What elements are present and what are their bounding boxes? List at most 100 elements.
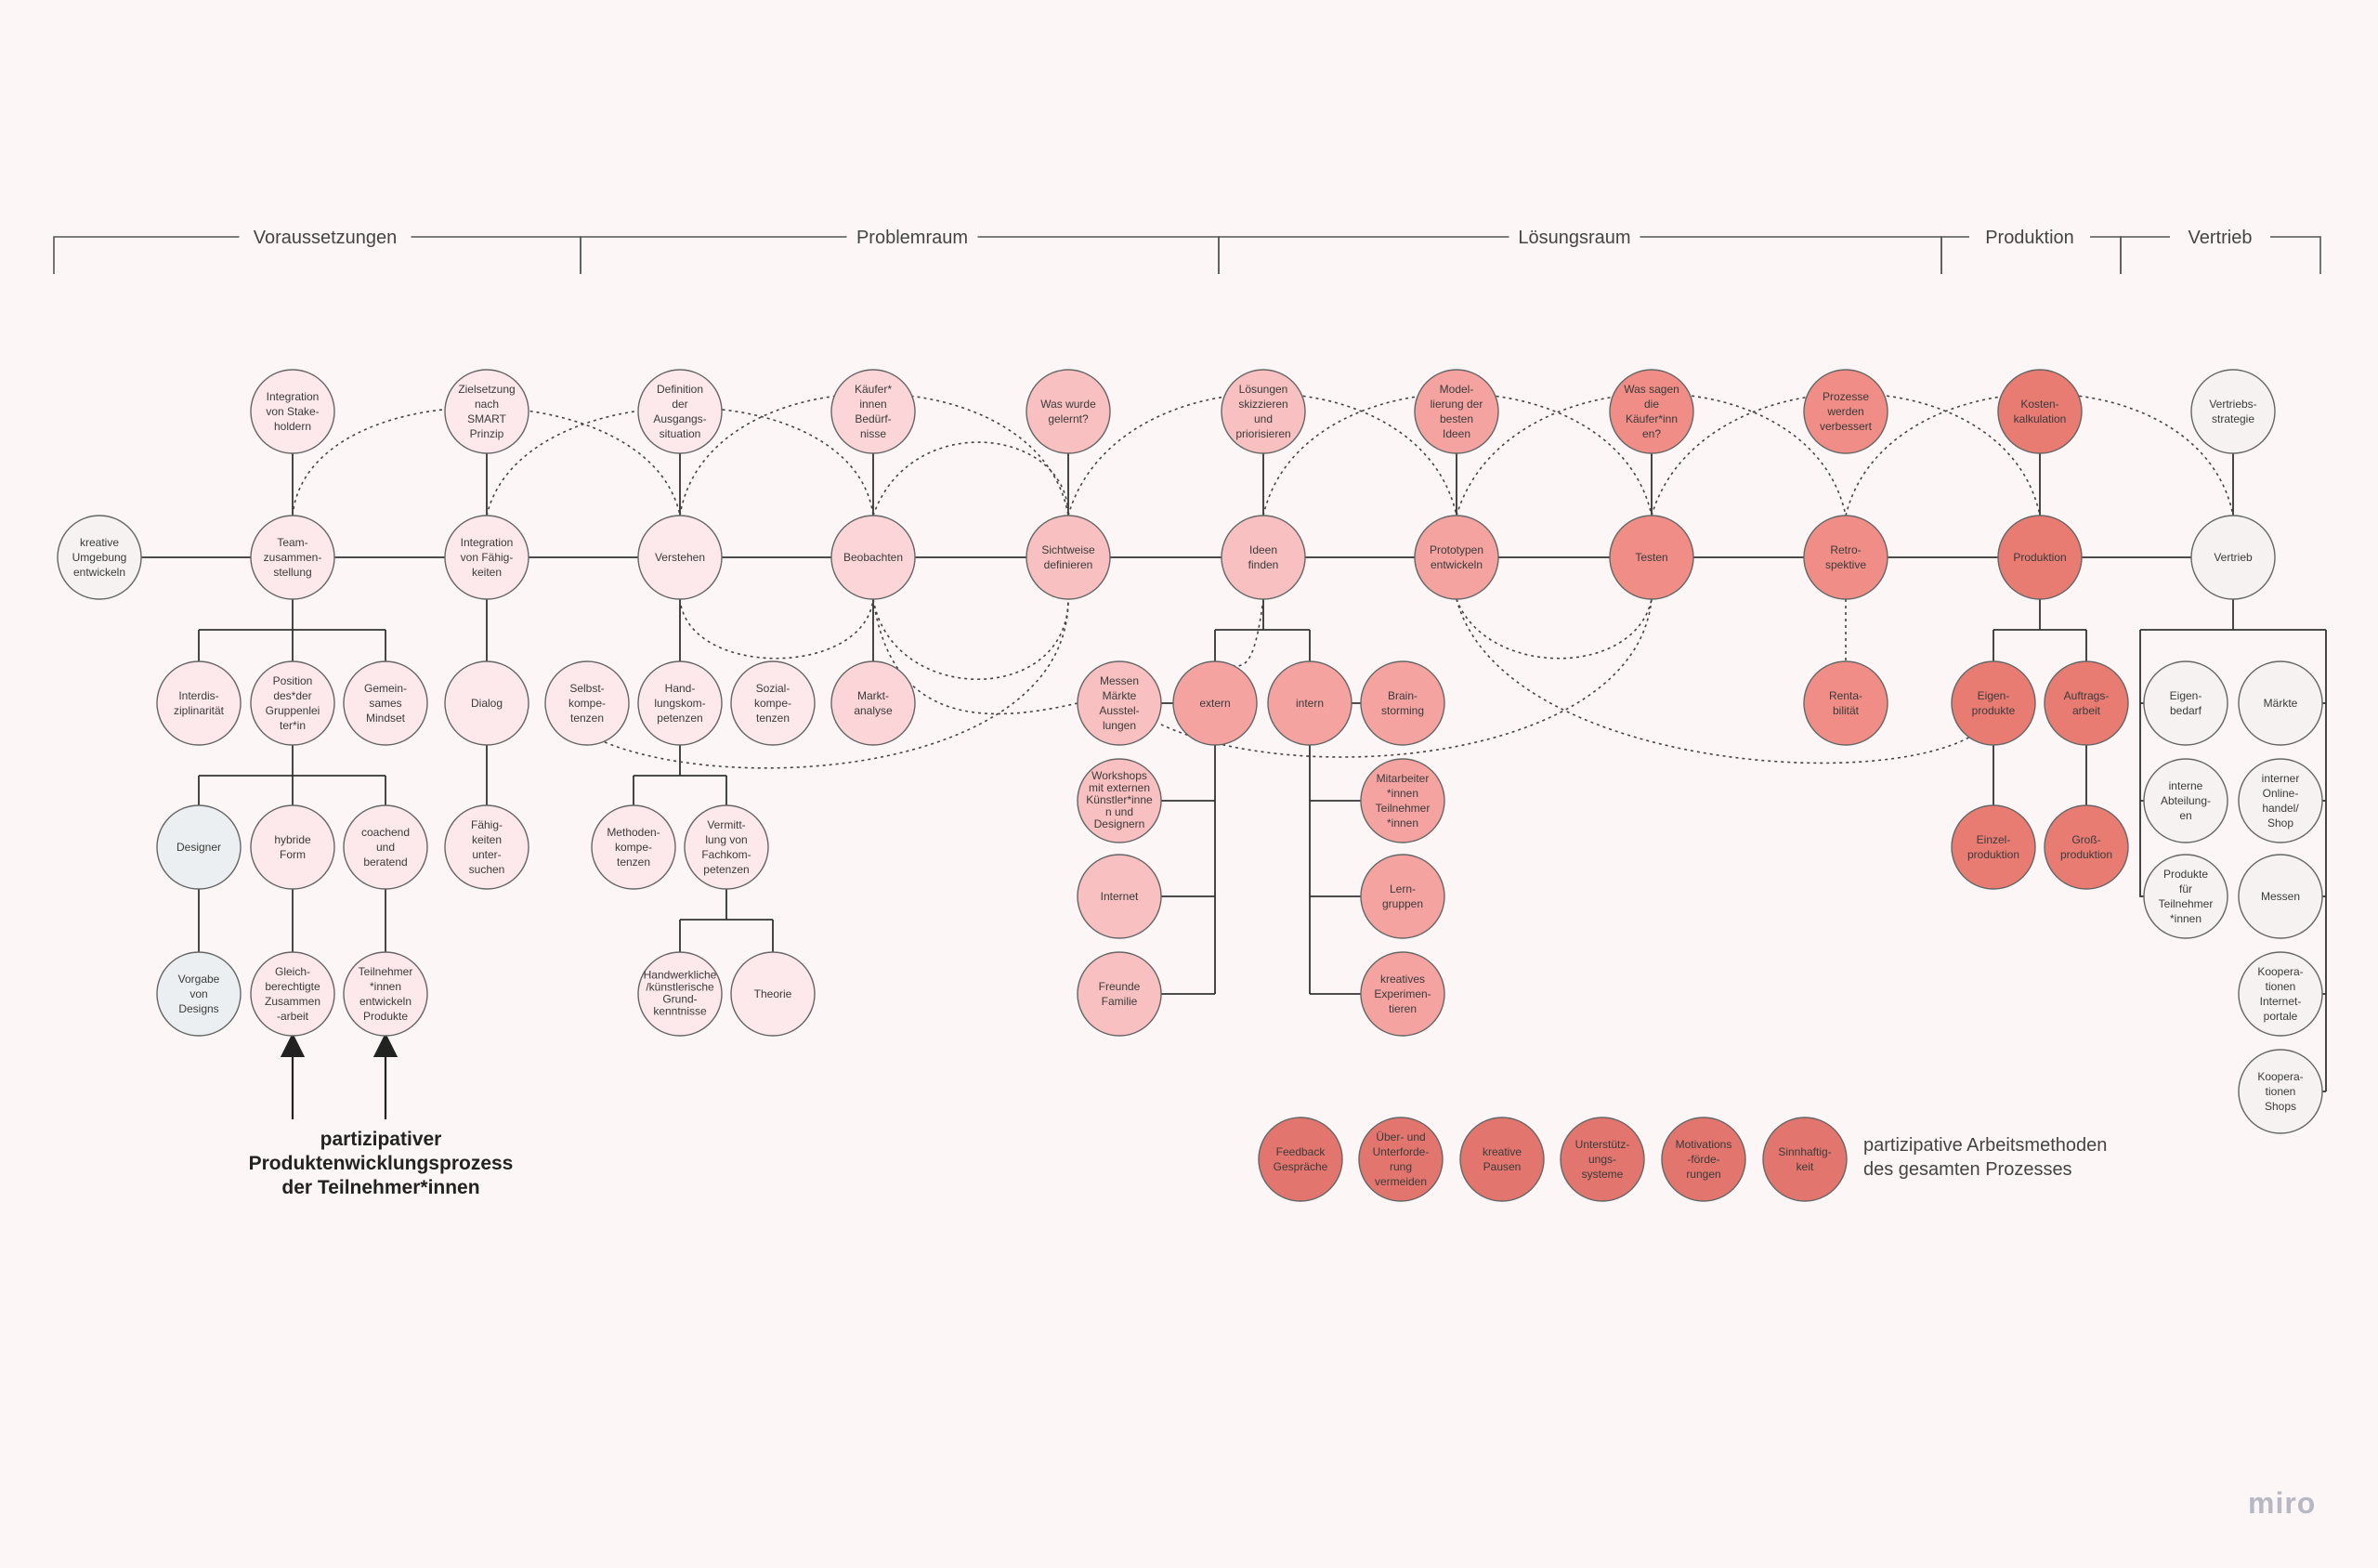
node-label-sichtweise: Sichtweise definieren (1041, 543, 1095, 571)
phase-bracket-5: Vertrieb (2120, 223, 2321, 274)
node-label-lerngruppen: Lern-gruppen (1382, 882, 1423, 910)
phase-label-4: Produktion (1985, 228, 2074, 248)
dotted-arc-beobachten-sichtweise-low (872, 598, 1069, 680)
methods-line-1: partizipative Arbeitsmethoden (1863, 1135, 2108, 1156)
phase-bracket-2: Problemraum (580, 223, 1220, 274)
node-produktion: Produktion (1997, 515, 2083, 600)
dotted-arc-prototypen-eigen (1456, 598, 1994, 764)
node-label-gemeinsames: Gemein-sames Mindset (364, 682, 407, 725)
phase-label-1: Voraussetzungen (254, 228, 398, 248)
node-messen: Messen (2238, 854, 2323, 939)
node-gleichberechtigte: Gleich-berechtigte Zusammen -arbeit (250, 951, 335, 1037)
phase-label-3: Lösungsraum (1518, 228, 1630, 248)
node-marktanalyse: Markt-analyse (830, 660, 916, 746)
node-label-feedback: Feedback Gespräche (1274, 1145, 1328, 1173)
phase-bracket-3: Lösungsraum (1218, 223, 1942, 274)
node-label-was-sagen: Was sagen die Käufer*inn en? (1624, 383, 1679, 440)
node-label-online-handel: interner Online-handel/Shop (2262, 772, 2300, 830)
node-label-kaeufer-beduerfnisse: Käufer* innen Bedürf-nisse (855, 383, 892, 440)
node-sinnhaftigkeit: Sinnhaftig-keit (1762, 1117, 1848, 1202)
node-label-teilnehmer-entwickeln: Teilnehmer *innen entwickeln Produkte (359, 965, 413, 1023)
node-label-extern: extern (1199, 697, 1230, 710)
node-label-was-gelernt: Was wurde gelernt? (1040, 398, 1096, 425)
node-label-theorie: Theorie (754, 987, 792, 1000)
node-label-vermittlung: Vermitt-lung von Fachkom-petenzen (701, 818, 751, 876)
methods-note: partizipative Arbeitsmethoden des gesamt… (1863, 1133, 2216, 1182)
node-intern: intern (1267, 660, 1352, 746)
node-retrospektive: Retro-spektive (1803, 515, 1888, 600)
connectors (99, 412, 2327, 1119)
node-theorie: Theorie (730, 951, 816, 1037)
node-coachend: coachend und beratend (343, 804, 428, 890)
node-vorgabe: Vorgabe von Designs (156, 951, 242, 1037)
node-verstehen: Verstehen (637, 515, 723, 600)
node-label-kooperationen-internet: Koopera-tionen Internet-portale (2257, 965, 2303, 1023)
node-label-brainstorming: Brain-storming (1381, 689, 1424, 717)
node-teilnehmer-entwickeln: Teilnehmer *innen entwickeln Produkte (343, 951, 428, 1037)
node-interdis: Interdis-ziplinarität (156, 660, 242, 746)
node-faehigkeiten: Fähig-keiten unter-suchen (444, 804, 529, 890)
node-label-modellierung: Model-lierung der besten Ideen (1431, 383, 1483, 440)
node-ueberforderung: Über- und Unterforde-rung vermeiden (1358, 1117, 1444, 1202)
node-label-interne-abteilungen: interne Abteilung-en (2161, 779, 2211, 822)
phase-brackets: Voraussetzungen Problemraum Lösungsraum Pro… (53, 223, 2321, 274)
node-modellierung: Model-lierung der besten Ideen (1414, 369, 1499, 454)
node-feedback: Feedback Gespräche (1258, 1117, 1343, 1202)
node-prototypen: Prototypen entwickeln (1414, 515, 1499, 600)
participatory-line-2: Produktenwicklungsprozess (248, 1153, 514, 1174)
node-unterstuetzung: Unterstütz-ungs-systeme (1560, 1117, 1645, 1202)
node-eigenbedarf: Eigen-bedarf (2143, 660, 2228, 746)
node-label-retrospektive: Retro-spektive (1825, 543, 1866, 571)
node-interne-abteilungen: interne Abteilung-en (2143, 758, 2228, 843)
node-maerkte: Märkte (2238, 660, 2323, 746)
node-motivation: Motivations -förde-rungen (1661, 1117, 1746, 1202)
node-brainstorming: Brain-storming (1360, 660, 1445, 746)
node-sichtweise: Sichtweise definieren (1026, 515, 1111, 600)
node-kaeufer-beduerfnisse: Käufer* innen Bedürf-nisse (830, 369, 916, 454)
node-grossproduktion: Groß-produktion (2044, 804, 2129, 890)
participatory-process-note: partizipativer Produktenwicklungsprozess… (167, 1128, 594, 1200)
node-label-eigenbedarf: Eigen-bedarf (2170, 689, 2202, 717)
node-kostenkalkulation: Kosten-kalkulation (1997, 369, 2083, 454)
node-kooperationen-shops: Koopera-tionen Shops (2238, 1049, 2323, 1134)
node-workshops: Workshops mit externen Künstler*inne n und D… (1077, 758, 1162, 843)
node-label-motivation: Motivations -förde-rungen (1676, 1138, 1732, 1181)
node-label-einzelproduktion: Einzel-produktion (1967, 833, 2019, 861)
node-loesungen: Lösungen skizzieren und priorisieren (1221, 369, 1306, 454)
node-label-handlungs: Hand-lungskom-petenzen (654, 682, 705, 725)
node-lerngruppen: Lern-gruppen (1360, 854, 1445, 939)
node-messen-maerkte: Messen Märkte Ausstel-lungen (1077, 660, 1162, 746)
node-label-maerkte: Märkte (2264, 697, 2298, 710)
node-label-testen: Testen (1635, 551, 1667, 564)
dotted-arc-ideen-extern (1225, 598, 1264, 667)
node-label-vertrieb: Vertrieb (2214, 551, 2253, 564)
node-label-integration-faehig: Integration von Fähig-keiten (461, 536, 514, 579)
node-label-kreative-umgebung: kreative Umgebung entwickeln (72, 536, 127, 579)
node-produkte-teilnehmer: Produkte für Teilnehmer *innen (2143, 854, 2228, 939)
node-label-integration-stakeholdern: Integration von Stake-holdern (266, 390, 319, 433)
phase-bracket-4: Produktion (1940, 223, 2122, 274)
node-was-sagen: Was sagen die Käufer*inn en? (1609, 369, 1694, 454)
node-label-workshops: Workshops mit externen Künstler*inne n und D… (1086, 769, 1153, 830)
participatory-line-3: der Teilnehmer*innen (281, 1177, 480, 1198)
node-label-zielsetzung: Zielsetzung nach SMART Prinzip (458, 383, 515, 440)
node-label-handwerkliche: Handwerkliche/künstlerische Grund-kenntni… (644, 969, 717, 1018)
node-label-produktion: Produktion (2013, 551, 2066, 564)
node-label-rentabilitaet: Renta-bilität (1829, 689, 1862, 717)
node-vertrieb: Vertrieb (2190, 515, 2276, 600)
node-label-kooperationen-shops: Koopera-tionen Shops (2257, 1070, 2303, 1113)
node-label-selbst: Selbst-kompe-tenzen (568, 682, 606, 725)
node-label-beobachten: Beobachten (843, 551, 903, 564)
node-label-faehigkeiten: Fähig-keiten unter-suchen (469, 818, 505, 876)
node-label-mitarbeiter: Mitarbeiter *innen Teilnehmer *innen (1376, 772, 1431, 830)
dotted-arc-testen-messen (1160, 598, 1653, 758)
node-selbst: Selbst-kompe-tenzen (544, 660, 630, 746)
node-definition: Definition der Ausgangs-situation (637, 369, 723, 454)
node-integration-faehig: Integration von Fähig-keiten (444, 515, 529, 600)
phase-label-5: Vertrieb (2189, 228, 2253, 248)
node-kreatives-exp: kreatives Experimen-tieren (1360, 951, 1445, 1037)
node-handwerkliche: Handwerkliche/künstlerische Grund-kenntni… (637, 951, 723, 1037)
node-label-designer: Designer (176, 841, 221, 854)
node-label-dialog: Dialog (471, 697, 503, 710)
